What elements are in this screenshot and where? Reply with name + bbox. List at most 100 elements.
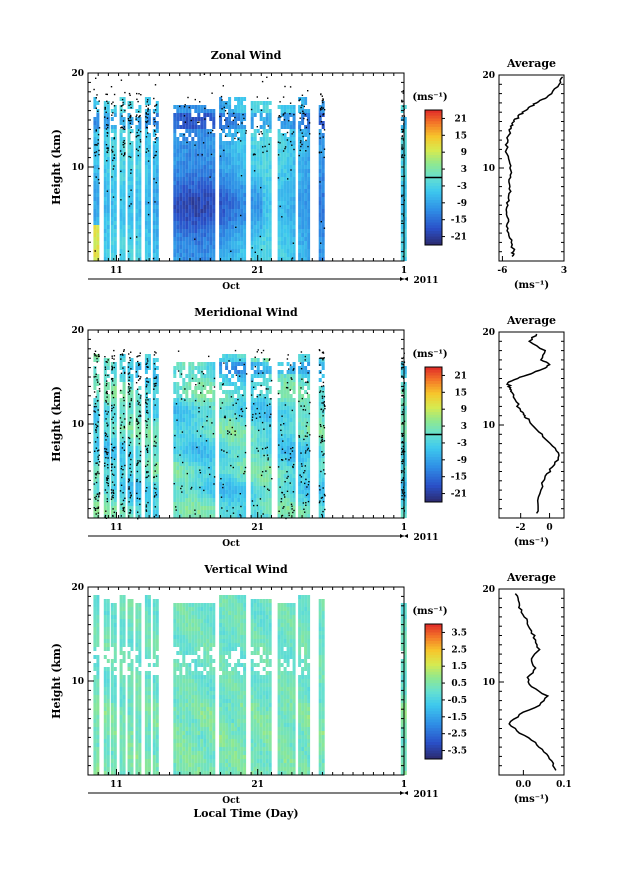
heatmap-cell: [93, 430, 97, 434]
noise-dot: [124, 152, 126, 155]
heatmap-cell: [93, 217, 97, 221]
heatmap-cell: [110, 442, 114, 446]
heatmap-cell: [225, 506, 229, 510]
heatmap-cell: [197, 402, 201, 406]
heatmap-cell: [197, 129, 201, 133]
noise-dot: [303, 105, 305, 108]
heatmap-cell: [277, 438, 281, 442]
heatmap-cell: [253, 209, 257, 213]
noise-dot: [322, 99, 324, 101]
panel-title: Meridional Wind: [194, 306, 298, 319]
heatmap-cell: [259, 490, 263, 494]
heatmap-cell: [188, 378, 192, 382]
heatmap-cell: [225, 406, 229, 410]
noise-dot: [241, 122, 243, 124]
heatmap-cell: [138, 418, 142, 422]
heatmap-cell: [147, 121, 151, 125]
heatmap-cell: [144, 478, 148, 482]
heatmap-cell: [222, 418, 226, 422]
noise-dot: [323, 129, 326, 131]
heatmap-cell: [106, 205, 110, 209]
heatmap-cell: [103, 249, 107, 253]
heatmap-cell: [103, 510, 107, 514]
heatmap-cell: [298, 233, 302, 237]
heatmap-cell: [191, 422, 195, 426]
noise-dot: [97, 178, 100, 181]
heatmap-cell: [130, 390, 134, 394]
heatmap-cell: [225, 205, 229, 209]
heatmap-cell: [265, 165, 269, 169]
heatmap-cell: [231, 450, 235, 454]
heatmap-cell: [250, 394, 254, 398]
heatmap-cell: [219, 366, 223, 370]
heatmap-cell: [179, 398, 183, 402]
heatmap-cell: [130, 478, 134, 482]
heatmap-cell: [185, 229, 189, 233]
heatmap-cell: [188, 438, 192, 442]
heatmap-cell: [250, 426, 254, 430]
heatmap-cell: [234, 466, 238, 470]
heatmap-cell: [256, 498, 260, 502]
heatmap-cell: [155, 173, 159, 177]
heatmap-cell: [152, 225, 156, 229]
heatmap-cell: [231, 410, 235, 414]
heatmap-cell: [286, 418, 290, 422]
heatmap-cell: [243, 141, 247, 145]
heatmap-cell: [197, 185, 201, 189]
heatmap-cell: [152, 394, 156, 398]
heatmap-cell: [234, 382, 238, 386]
heatmap-cell: [138, 197, 142, 201]
heatmap-cell: [130, 245, 134, 249]
heatmap-cell: [173, 225, 177, 229]
heatmap-cell: [212, 430, 216, 434]
heatmap-cell: [225, 402, 229, 406]
heatmap-cell: [304, 366, 308, 370]
heatmap-cell: [280, 225, 284, 229]
heatmap-cell: [283, 510, 287, 514]
heatmap-cell: [194, 442, 198, 446]
heatmap-cell: [182, 442, 186, 446]
noise-dot: [110, 86, 113, 88]
heatmap-cell: [212, 462, 216, 466]
heatmap-cell: [182, 237, 186, 241]
heatmap-cell: [206, 370, 210, 374]
heatmap-cell: [185, 209, 189, 213]
heatmap-cell: [194, 129, 198, 133]
heatmap-cell: [119, 410, 123, 414]
heatmap-cell: [283, 149, 287, 153]
heatmap-cell: [113, 478, 117, 482]
heatmap-cell: [147, 446, 151, 450]
heatmap-cell: [103, 181, 107, 185]
heatmap-cell: [96, 169, 100, 173]
heatmap-cell: [212, 213, 216, 217]
noise-dot: [250, 108, 253, 111]
heatmap-cell: [222, 197, 226, 201]
heatmap-cell: [219, 478, 223, 482]
heatmap-cell: [265, 442, 269, 446]
heatmap-cell: [122, 101, 126, 105]
heatmap-cell: [283, 185, 287, 189]
heatmap-cell: [173, 474, 177, 478]
noise-dot: [203, 73, 206, 75]
heatmap-cell: [250, 209, 254, 213]
heatmap-cell: [155, 438, 159, 442]
heatmap-cell: [179, 494, 183, 498]
avg-x-tick-label: 3: [561, 266, 567, 276]
noise-dot: [198, 121, 200, 123]
noise-dot: [251, 247, 253, 249]
heatmap-cell: [122, 478, 126, 482]
heatmap-cell: [298, 169, 302, 173]
heatmap-cell: [286, 370, 290, 374]
heatmap-cell: [304, 213, 308, 217]
heatmap-cell: [185, 502, 189, 506]
heatmap-cell: [240, 454, 244, 458]
heatmap-cell: [113, 494, 117, 498]
heatmap-cell: [103, 173, 107, 177]
heatmap-cell: [209, 189, 213, 193]
heatmap-cell: [185, 221, 189, 225]
heatmap-cell: [237, 490, 241, 494]
heatmap-cell: [240, 177, 244, 181]
heatmap-cell: [228, 157, 232, 161]
heatmap-cell: [135, 362, 139, 366]
heatmap-cell: [144, 133, 148, 137]
